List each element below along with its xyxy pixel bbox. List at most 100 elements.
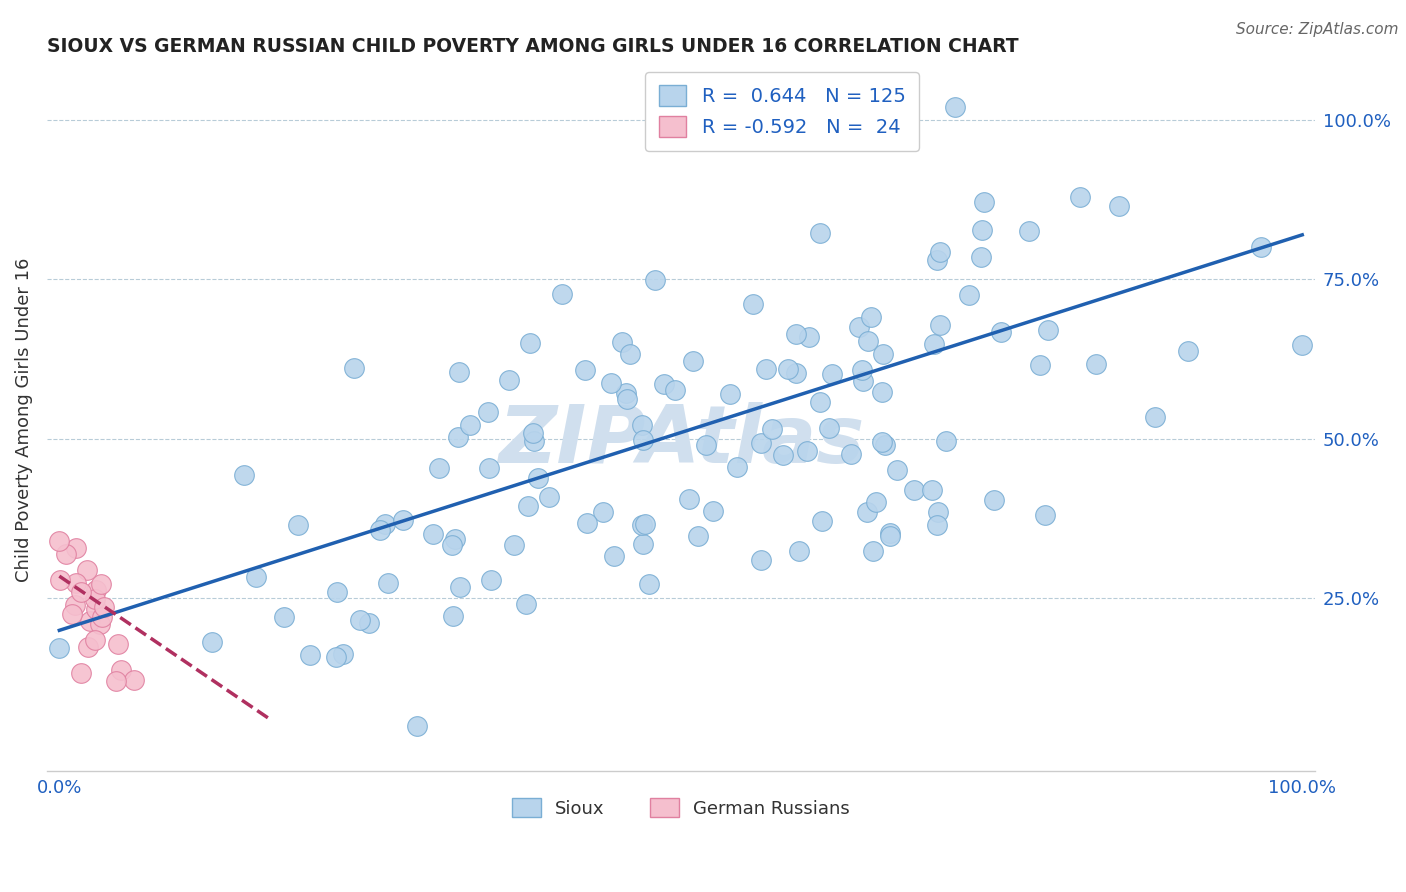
Point [592, 505, 614, 519]
Point [990, 325, 1012, 339]
Point [374, 516, 396, 531]
Point [927, 518, 949, 533]
Point [634, 517, 657, 532]
Point [427, 461, 450, 475]
Point [755, 362, 778, 376]
Point [90, 577, 112, 591]
Point [233, 467, 256, 482]
Point [77, 640, 100, 654]
Point [76, 563, 98, 577]
Point [551, 287, 574, 301]
Point [392, 513, 415, 527]
Point [603, 549, 626, 563]
Point [858, 334, 880, 349]
Point [796, 443, 818, 458]
Point [406, 719, 429, 733]
Point [60, 607, 83, 621]
Point [817, 421, 839, 435]
Point [678, 491, 700, 506]
Point [84, 582, 107, 597]
Point [110, 663, 132, 677]
Point [55, 547, 77, 561]
Point [851, 363, 873, 377]
Point [612, 334, 634, 349]
Point [879, 525, 901, 540]
Point [343, 361, 366, 376]
Point [449, 365, 471, 379]
Point [644, 272, 666, 286]
Point [929, 318, 952, 333]
Point [1029, 358, 1052, 372]
Point [201, 635, 224, 649]
Point [1144, 409, 1167, 424]
Point [957, 288, 980, 302]
Point [787, 544, 810, 558]
Point [349, 613, 371, 627]
Point [631, 433, 654, 447]
Point [619, 347, 641, 361]
Point [91, 610, 114, 624]
Point [83, 633, 105, 648]
Point [903, 483, 925, 497]
Point [299, 648, 322, 663]
Point [357, 615, 380, 630]
Point [107, 637, 129, 651]
Legend: Sioux, German Russians: Sioux, German Russians [505, 790, 858, 825]
Point [808, 394, 831, 409]
Point [925, 253, 948, 268]
Point [69, 585, 91, 599]
Y-axis label: Child Poverty Among Girls Under 16: Child Poverty Among Girls Under 16 [15, 258, 32, 582]
Point [522, 426, 544, 441]
Point [921, 483, 943, 498]
Point [49, 574, 72, 588]
Point [772, 448, 794, 462]
Point [478, 461, 501, 475]
Point [65, 576, 87, 591]
Point [477, 405, 499, 419]
Point [519, 336, 541, 351]
Point [970, 223, 993, 237]
Point [122, 673, 145, 687]
Point [799, 330, 821, 344]
Point [332, 647, 354, 661]
Point [718, 387, 741, 401]
Point [879, 529, 901, 543]
Point [70, 666, 93, 681]
Point [983, 492, 1005, 507]
Point [631, 537, 654, 551]
Point [616, 392, 638, 407]
Point [927, 506, 949, 520]
Point [839, 447, 862, 461]
Point [1018, 224, 1040, 238]
Point [443, 532, 465, 546]
Point [325, 649, 347, 664]
Point [517, 499, 540, 513]
Point [65, 541, 87, 555]
Point [326, 585, 349, 599]
Point [599, 376, 621, 390]
Point [749, 436, 772, 450]
Point [785, 327, 807, 342]
Point [664, 383, 686, 397]
Point [63, 599, 86, 613]
Point [1250, 240, 1272, 254]
Point [515, 597, 537, 611]
Point [479, 573, 502, 587]
Point [48, 641, 70, 656]
Point [929, 245, 952, 260]
Point [458, 418, 481, 433]
Point [1177, 344, 1199, 359]
Point [852, 375, 875, 389]
Point [377, 575, 399, 590]
Point [1084, 357, 1107, 371]
Point [862, 543, 884, 558]
Point [785, 366, 807, 380]
Point [498, 373, 520, 387]
Point [943, 100, 966, 114]
Point [873, 438, 896, 452]
Point [447, 430, 470, 444]
Point [808, 226, 831, 240]
Point [287, 518, 309, 533]
Text: Source: ZipAtlas.com: Source: ZipAtlas.com [1236, 22, 1399, 37]
Point [273, 610, 295, 624]
